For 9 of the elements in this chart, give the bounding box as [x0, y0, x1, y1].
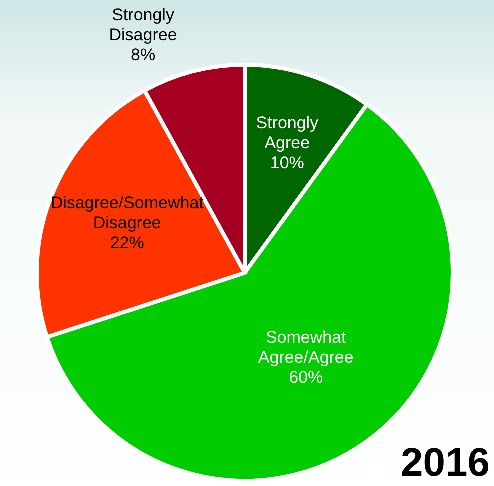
slice-label: Strongly Disagree [109, 6, 178, 45]
data-label: 22% [110, 233, 144, 252]
text: 2016 [401, 441, 490, 485]
slice-label: Disagree/Somewhat Disagree [50, 193, 204, 232]
slice-label: Strongly Agree [256, 113, 320, 152]
slice-label: Somewhat Agree/Agree [258, 328, 354, 368]
data-label: 10% [270, 153, 304, 172]
data-label: 60% [289, 368, 324, 388]
data-label: 8% [130, 46, 156, 65]
